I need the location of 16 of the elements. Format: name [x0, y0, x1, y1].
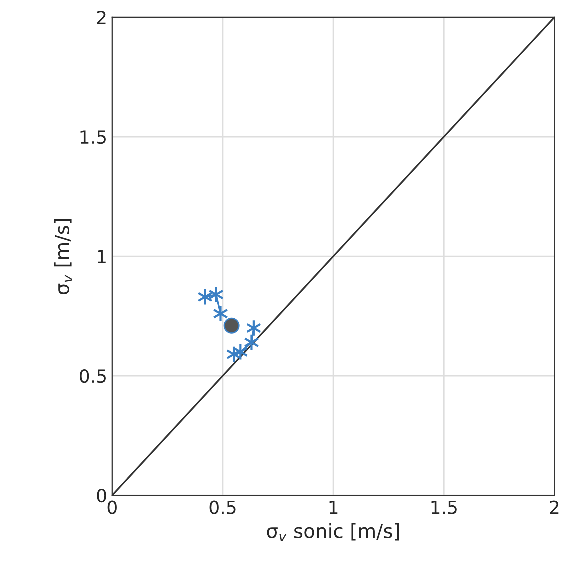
y-axis-title: σ$_{v}$ [m/s]	[54, 219, 72, 295]
x-tick-label: 0	[108, 500, 117, 514]
x-tick-label: 1.5	[432, 500, 457, 514]
x-tick-label: 1	[330, 500, 338, 514]
y-tick-label: 1	[98, 250, 106, 264]
y-tick-label: 2	[97, 10, 106, 24]
point	[224, 318, 240, 334]
point	[213, 305, 228, 323]
x-tick-label: 0.5	[210, 500, 236, 514]
y-tick-label: 0.5	[80, 369, 106, 384]
point	[198, 288, 213, 306]
point	[244, 334, 260, 352]
y-tick-label: 0	[97, 489, 106, 503]
y-tick-label: 1.5	[80, 130, 106, 144]
x-axis-title: σ$_{v}$ sonic [m/s]	[267, 523, 400, 542]
x-tick-label: 2	[550, 500, 559, 514]
